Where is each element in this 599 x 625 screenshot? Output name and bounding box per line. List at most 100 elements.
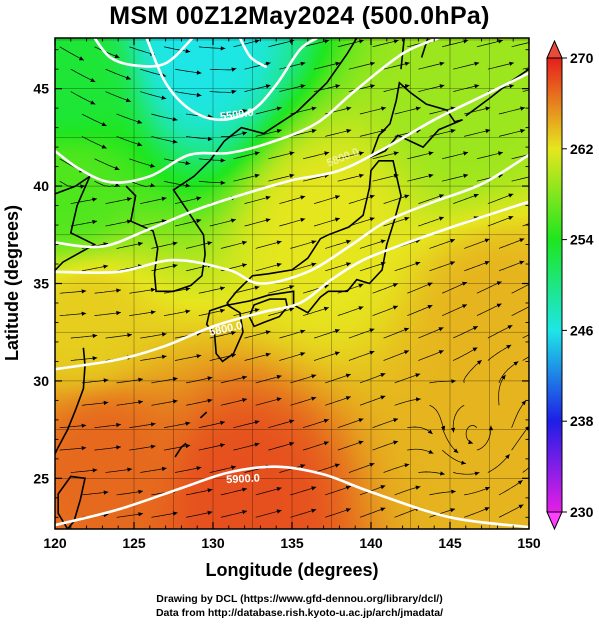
streamline-arrow [114, 166, 120, 171]
streamline-arrow [517, 480, 523, 485]
streamline-arrow [289, 173, 295, 178]
streamline-arrow [265, 61, 271, 66]
coast-honshu [226, 160, 402, 314]
streamline-arrow [254, 173, 260, 178]
streamline-arrow [161, 196, 167, 201]
streamline-arrow [369, 350, 375, 355]
x-tick-label: 145 [438, 535, 462, 551]
streamline-arrow [276, 240, 282, 245]
streamline-arrow [508, 193, 514, 198]
streamline [372, 283, 399, 294]
colorbar-tick-label: 246 [570, 322, 594, 338]
streamline-arrow [439, 216, 444, 221]
streamline-arrow [345, 508, 351, 513]
streamline-arrow [125, 98, 131, 103]
streamline-arrow [472, 347, 478, 352]
streamline-arrow [498, 151, 503, 156]
streamline-arrow [335, 217, 340, 222]
streamline-arrow [359, 39, 364, 44]
streamline-arrow [231, 67, 237, 72]
streamline-arrow [231, 331, 236, 336]
streamline-arrow [300, 61, 306, 66]
streamline-arrow [172, 241, 178, 246]
streamline-arrow [276, 487, 282, 492]
streamline [511, 154, 529, 160]
streamline-arrow [300, 217, 306, 222]
streamline-arrow [474, 84, 480, 89]
streamline-arrow [415, 485, 421, 490]
streamline-arrow [81, 423, 87, 428]
streamline-arrow [476, 360, 482, 365]
streamline [498, 260, 525, 272]
x-axis-label: Longitude (degrees) [205, 560, 378, 580]
streamline [463, 359, 482, 383]
streamline-arrow [254, 442, 260, 447]
streamline [337, 440, 364, 451]
y-axis: 25 30 35 40 45 [33, 49, 529, 518]
streamline-arrow [345, 396, 351, 401]
streamline-arrow [334, 351, 340, 356]
streamline-arrow [80, 184, 85, 189]
streamline [464, 486, 491, 496]
height-contour-5650 [55, 71, 529, 249]
streamline-arrow [172, 511, 178, 516]
streamline-arrow [498, 39, 503, 44]
streamline-arrow [380, 239, 386, 244]
streamline-arrow [485, 128, 491, 134]
streamline-arrow [519, 238, 525, 243]
streamline-arrow [265, 218, 271, 223]
colorbar-tick-label: 230 [570, 504, 594, 520]
streamline-arrow [300, 329, 306, 334]
streamline [325, 373, 351, 384]
streamline [487, 62, 514, 70]
streamline [359, 507, 386, 518]
height-contour-5460 [93, 38, 194, 68]
streamline-arrow [380, 395, 386, 400]
streamline-arrow [524, 426, 529, 431]
y-axis-label: Latitude (degrees) [2, 205, 22, 361]
streamline [348, 328, 375, 339]
streamline-arrow [289, 285, 295, 290]
streamline-arrow [438, 327, 444, 332]
height-contour-5800 [55, 200, 529, 371]
streamline-arrow [116, 445, 121, 450]
streamline-arrow [116, 288, 121, 293]
x-tick-label: 130 [201, 535, 225, 551]
y-tick-label: 30 [33, 373, 49, 389]
streamline-arrow [508, 216, 514, 220]
streamline-arrow [254, 420, 260, 425]
streamline [314, 217, 341, 227]
credit-line-1: Drawing by DCL (https://www.gfd-dennou.o… [156, 593, 443, 605]
streamline-arrow [185, 160, 191, 166]
streamline [314, 62, 341, 70]
streamline-arrow [484, 507, 490, 512]
streamline-arrow [242, 240, 247, 245]
y-tick-label: 25 [33, 470, 49, 486]
colorbar-min-arrow [546, 511, 563, 531]
coast-kurils [465, 68, 529, 117]
streamline-arrow [254, 39, 260, 44]
streamline [337, 39, 364, 48]
streamline-arrow [138, 400, 143, 405]
streamline-arrow [369, 328, 375, 333]
streamline-arrow [196, 70, 202, 75]
credit-text: Drawing by DCL (https://www.gfd-dennou.o… [0, 592, 599, 620]
streamline [337, 418, 364, 429]
streamline-arrow [311, 396, 317, 401]
streamline-arrow [126, 219, 132, 224]
streamline-arrow [392, 305, 398, 310]
streamline-arrow [138, 377, 143, 382]
streamline-arrow [207, 136, 213, 142]
streamline-arrow [311, 128, 317, 134]
streamline [418, 350, 444, 361]
streamline-arrow [242, 375, 247, 380]
streamline-arrow [137, 142, 143, 147]
streamline-arrow [427, 305, 433, 309]
streamline [394, 486, 421, 496]
streamline-arrow [323, 441, 329, 446]
streamline [70, 68, 96, 83]
streamline-arrow [404, 61, 410, 66]
streamline-arrow [518, 504, 524, 509]
streamline-arrow [428, 151, 434, 156]
streamline-arrow [380, 507, 386, 512]
